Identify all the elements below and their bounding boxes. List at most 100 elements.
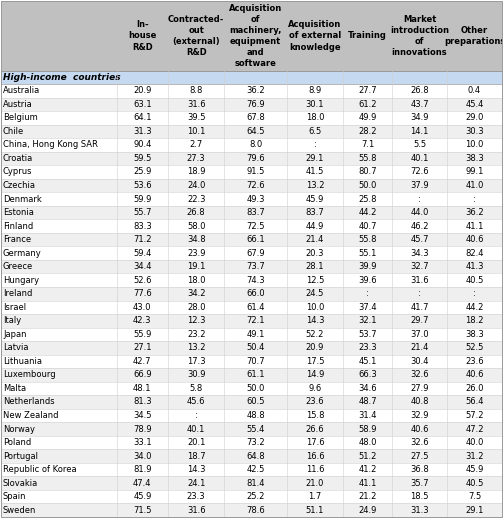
Text: 59.5: 59.5 bbox=[133, 154, 151, 163]
Text: 28.2: 28.2 bbox=[358, 127, 377, 136]
Text: 40.8: 40.8 bbox=[410, 397, 429, 407]
Text: 49.3: 49.3 bbox=[246, 195, 265, 204]
Text: 20.9: 20.9 bbox=[133, 87, 151, 95]
Text: 36.2: 36.2 bbox=[246, 87, 265, 95]
Text: 73.2: 73.2 bbox=[246, 438, 265, 447]
Text: High-income  countries: High-income countries bbox=[3, 73, 121, 82]
Text: 31.4: 31.4 bbox=[358, 411, 377, 420]
Text: 29.0: 29.0 bbox=[465, 113, 484, 122]
Bar bbox=[1, 395, 502, 409]
Text: 8.8: 8.8 bbox=[190, 87, 203, 95]
Bar bbox=[1, 165, 502, 179]
Text: 11.6: 11.6 bbox=[306, 465, 324, 474]
Text: 28.0: 28.0 bbox=[187, 303, 205, 312]
Text: 52.2: 52.2 bbox=[306, 330, 324, 339]
Text: 14.9: 14.9 bbox=[306, 370, 324, 379]
Bar bbox=[1, 368, 502, 382]
Text: 34.8: 34.8 bbox=[187, 235, 205, 244]
Text: 8.0: 8.0 bbox=[249, 140, 262, 149]
Text: Luxembourg: Luxembourg bbox=[3, 370, 56, 379]
Text: 40.5: 40.5 bbox=[465, 276, 484, 285]
Bar bbox=[1, 409, 502, 422]
Text: 2.7: 2.7 bbox=[190, 140, 203, 149]
Text: 17.6: 17.6 bbox=[306, 438, 324, 447]
Text: 18.0: 18.0 bbox=[306, 113, 324, 122]
Bar bbox=[1, 382, 502, 395]
Text: :: : bbox=[366, 289, 369, 298]
Bar bbox=[1, 71, 502, 84]
Text: 78.6: 78.6 bbox=[246, 506, 265, 515]
Text: 72.6: 72.6 bbox=[410, 167, 429, 177]
Text: 43.0: 43.0 bbox=[133, 303, 151, 312]
Text: 90.4: 90.4 bbox=[133, 140, 151, 149]
Text: 42.5: 42.5 bbox=[246, 465, 265, 474]
Text: Contracted-
out
(external)
R&D: Contracted- out (external) R&D bbox=[168, 15, 224, 57]
Text: Japan: Japan bbox=[3, 330, 27, 339]
Text: Portugal: Portugal bbox=[3, 452, 38, 461]
Text: 44.0: 44.0 bbox=[410, 208, 429, 217]
Text: 45.9: 45.9 bbox=[133, 492, 151, 501]
Text: 83.7: 83.7 bbox=[306, 208, 324, 217]
Text: Finland: Finland bbox=[3, 222, 33, 231]
Bar bbox=[1, 233, 502, 247]
Text: 35.7: 35.7 bbox=[410, 479, 429, 487]
Text: 27.3: 27.3 bbox=[187, 154, 205, 163]
Text: 34.6: 34.6 bbox=[358, 384, 377, 393]
Text: Australia: Australia bbox=[3, 87, 40, 95]
Text: Poland: Poland bbox=[3, 438, 31, 447]
Text: 25.8: 25.8 bbox=[358, 195, 377, 204]
Text: 81.4: 81.4 bbox=[246, 479, 265, 487]
Text: 37.9: 37.9 bbox=[410, 181, 429, 190]
Text: 81.9: 81.9 bbox=[133, 465, 151, 474]
Text: Spain: Spain bbox=[3, 492, 27, 501]
Text: Malta: Malta bbox=[3, 384, 26, 393]
Text: 72.1: 72.1 bbox=[246, 316, 265, 325]
Text: 42.3: 42.3 bbox=[133, 316, 151, 325]
Bar bbox=[1, 341, 502, 355]
Text: 41.7: 41.7 bbox=[410, 303, 429, 312]
Bar bbox=[1, 463, 502, 477]
Text: 26.8: 26.8 bbox=[187, 208, 205, 217]
Text: 70.7: 70.7 bbox=[246, 357, 265, 366]
Text: 40.1: 40.1 bbox=[187, 425, 205, 434]
Text: 20.1: 20.1 bbox=[187, 438, 205, 447]
Text: 71.2: 71.2 bbox=[133, 235, 151, 244]
Text: 5.5: 5.5 bbox=[413, 140, 426, 149]
Bar bbox=[1, 1, 502, 71]
Text: 34.3: 34.3 bbox=[410, 249, 429, 257]
Text: 38.3: 38.3 bbox=[465, 154, 484, 163]
Text: 42.7: 42.7 bbox=[133, 357, 151, 366]
Bar bbox=[1, 490, 502, 503]
Text: 55.7: 55.7 bbox=[133, 208, 151, 217]
Text: 31.3: 31.3 bbox=[133, 127, 152, 136]
Text: 34.0: 34.0 bbox=[133, 452, 151, 461]
Text: 14.3: 14.3 bbox=[187, 465, 205, 474]
Text: 47.2: 47.2 bbox=[465, 425, 484, 434]
Text: 31.6: 31.6 bbox=[187, 506, 205, 515]
Text: 73.7: 73.7 bbox=[246, 262, 265, 271]
Bar bbox=[1, 111, 502, 125]
Text: 40.7: 40.7 bbox=[358, 222, 377, 231]
Text: 79.6: 79.6 bbox=[246, 154, 265, 163]
Text: 61.1: 61.1 bbox=[246, 370, 265, 379]
Text: 14.1: 14.1 bbox=[410, 127, 429, 136]
Text: 34.4: 34.4 bbox=[133, 262, 151, 271]
Text: 41.3: 41.3 bbox=[465, 262, 484, 271]
Text: 51.2: 51.2 bbox=[358, 452, 377, 461]
Text: Lithuania: Lithuania bbox=[3, 357, 42, 366]
Text: 64.1: 64.1 bbox=[133, 113, 151, 122]
Text: 28.1: 28.1 bbox=[306, 262, 324, 271]
Text: 48.7: 48.7 bbox=[358, 397, 377, 407]
Text: 48.8: 48.8 bbox=[246, 411, 265, 420]
Text: 39.9: 39.9 bbox=[358, 262, 377, 271]
Text: 40.6: 40.6 bbox=[410, 425, 429, 434]
Text: 37.0: 37.0 bbox=[410, 330, 429, 339]
Text: 7.5: 7.5 bbox=[468, 492, 481, 501]
Text: 18.2: 18.2 bbox=[465, 316, 484, 325]
Text: Training: Training bbox=[348, 32, 387, 40]
Text: Ireland: Ireland bbox=[3, 289, 32, 298]
Bar bbox=[1, 314, 502, 327]
Text: 40.6: 40.6 bbox=[465, 235, 484, 244]
Text: Republic of Korea: Republic of Korea bbox=[3, 465, 76, 474]
Text: 8.9: 8.9 bbox=[308, 87, 321, 95]
